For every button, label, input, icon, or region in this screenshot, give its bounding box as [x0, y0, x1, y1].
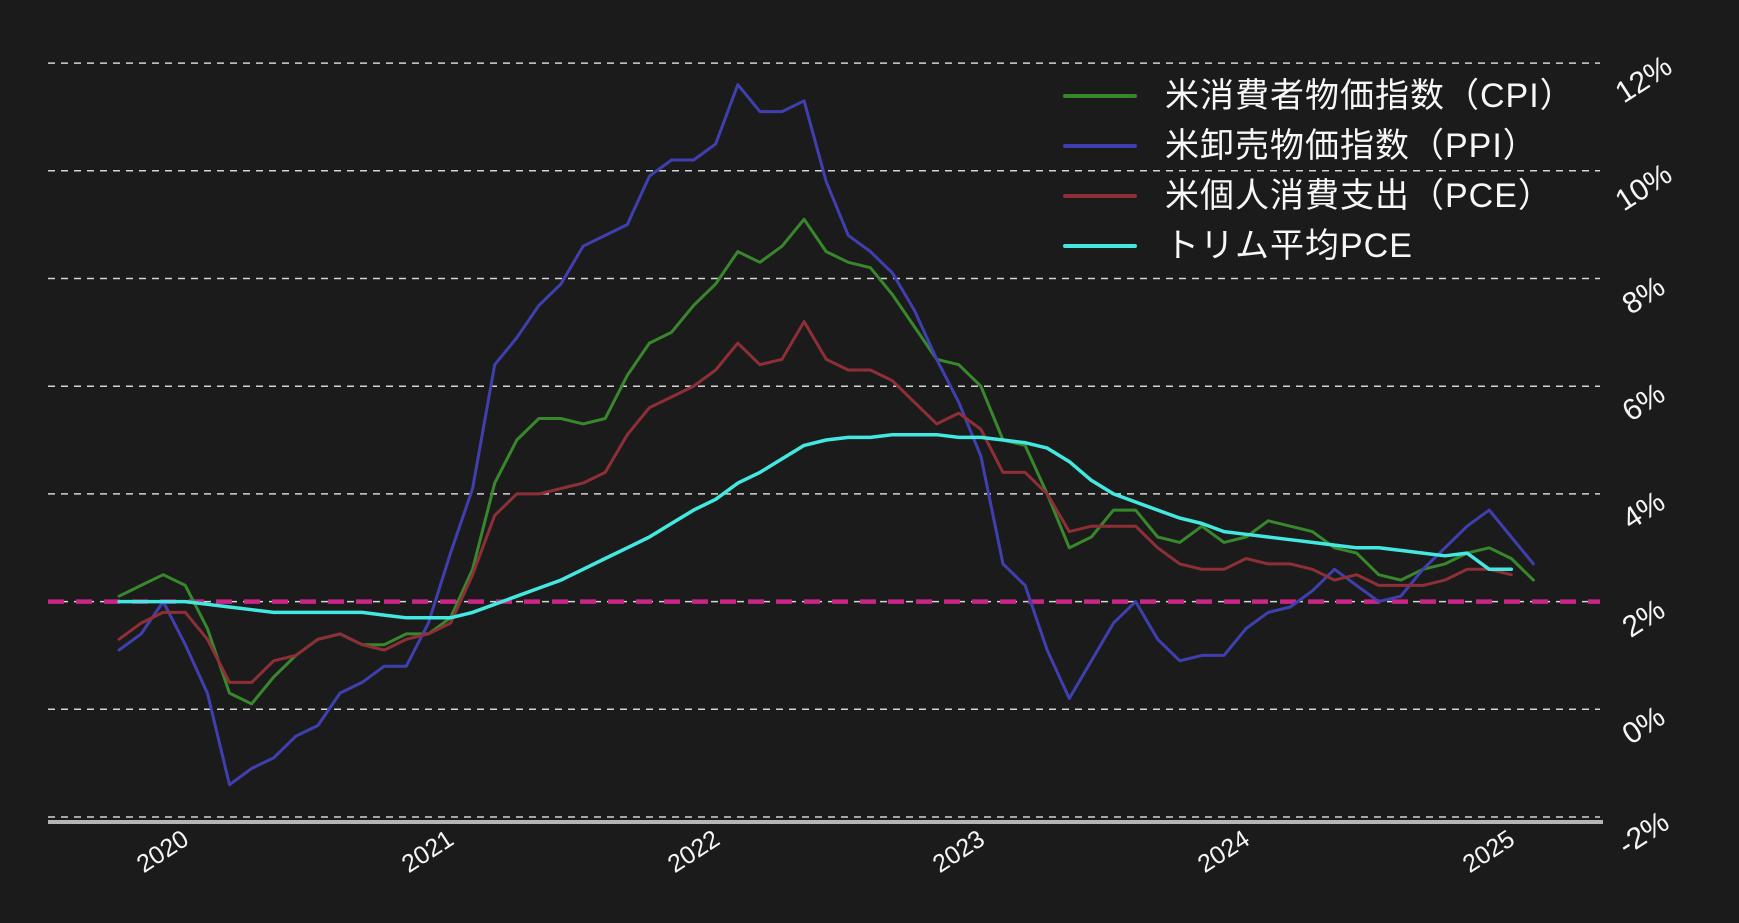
series-line-trimmed_pce[interactable]	[117, 432, 1514, 620]
cpi-line-swatch-icon	[1063, 94, 1137, 98]
legend-label-pce: 米個人消費支出（PCE）	[1165, 177, 1553, 215]
series-line-pce[interactable]	[117, 320, 1513, 684]
legend-item-pce[interactable]: 米個人消費支出（PCE）	[1063, 171, 1575, 221]
legend-item-ppi[interactable]: 米卸売物価指数（PPI）	[1063, 121, 1575, 171]
legend-item-trimmed-pce[interactable]: トリム平均PCE	[1063, 221, 1575, 271]
series-line-cpi[interactable]	[117, 217, 1535, 706]
trimmed-pce-line-swatch-icon	[1063, 244, 1137, 248]
legend-label-cpi: 米消費者物価指数（CPI）	[1165, 77, 1575, 115]
series-line-ppi[interactable]	[117, 83, 1535, 787]
ppi-line-swatch-icon	[1063, 144, 1137, 148]
legend-label-ppi: 米卸売物価指数（PPI）	[1165, 127, 1538, 165]
legend: 米消費者物価指数（CPI） 米卸売物価指数（PPI） 米個人消費支出（PCE） …	[1063, 71, 1575, 271]
pce-line-swatch-icon	[1063, 194, 1137, 198]
legend-label-trimmed-pce: トリム平均PCE	[1165, 227, 1413, 265]
legend-item-cpi[interactable]: 米消費者物価指数（CPI）	[1063, 71, 1575, 121]
